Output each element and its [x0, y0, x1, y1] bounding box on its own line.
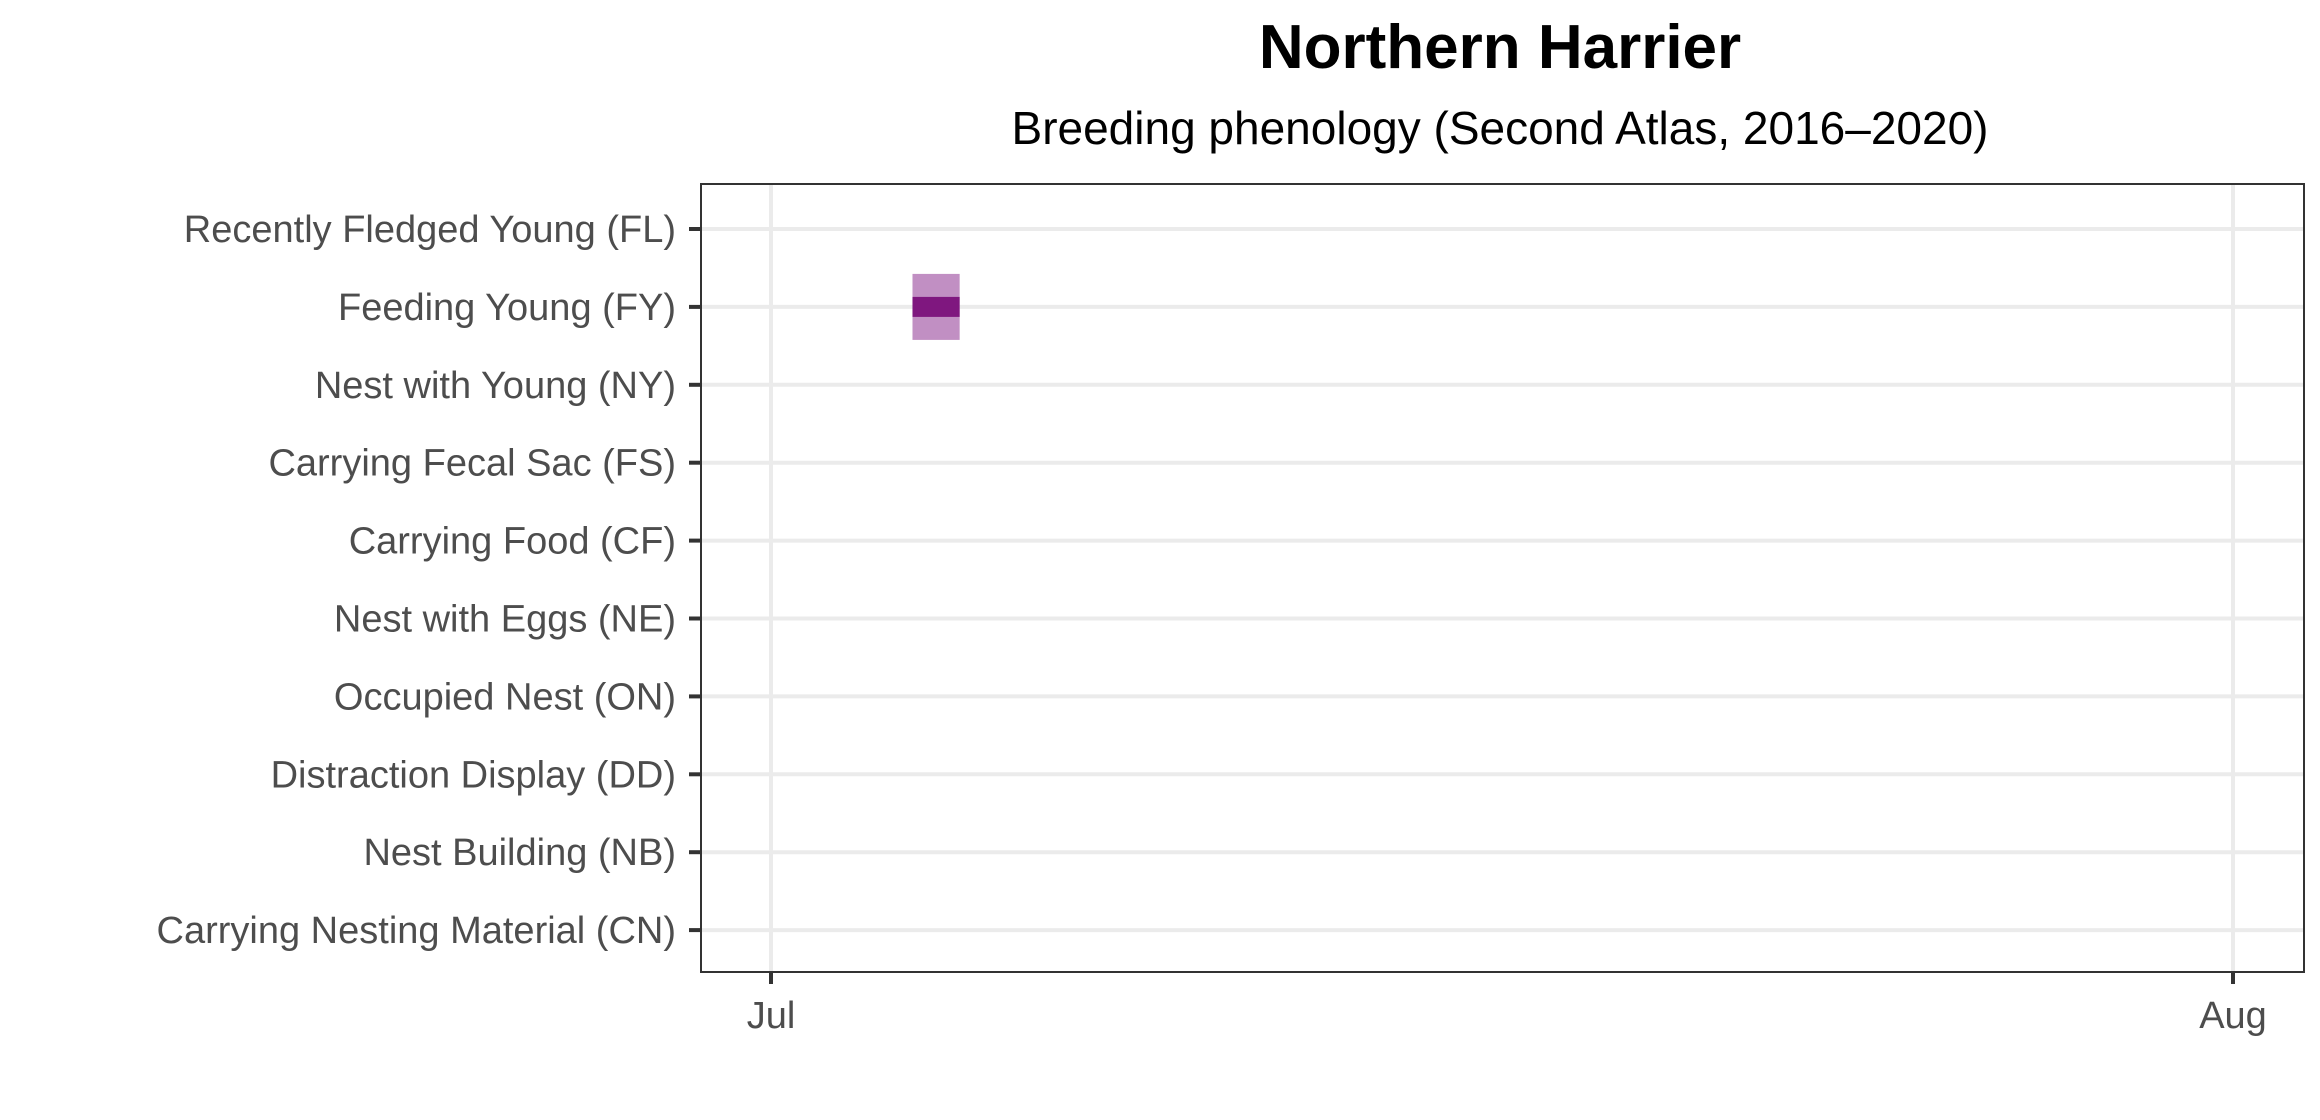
x-tick-label: Jul: [747, 995, 796, 1037]
y-tick-label: Recently Fledged Young (FL): [184, 209, 676, 251]
y-tick-label: Carrying Nesting Material (CN): [157, 910, 676, 952]
y-tick-label: Nest with Eggs (NE): [334, 599, 676, 641]
y-tick-label: Nest with Young (NY): [315, 365, 676, 407]
observation-core-bar: [912, 296, 960, 317]
chart-subtitle: Breeding phenology (Second Atlas, 2016–2…: [1012, 102, 1989, 154]
y-tick-label: Distraction Display (DD): [271, 754, 676, 796]
panel-border: [700, 183, 2305, 973]
x-tick-label: Aug: [2199, 995, 2267, 1037]
y-tick-label: Occupied Nest (ON): [334, 676, 676, 718]
observation-marks: [912, 273, 960, 340]
y-tick-label: Nest Building (NB): [363, 832, 676, 874]
y-tick-label: Carrying Food (CF): [349, 521, 676, 563]
y-axis: Recently Fledged Young (FL) Feeding Young…: [157, 209, 701, 952]
y-tick-label: Carrying Fecal Sac (FS): [268, 443, 676, 485]
grid-lines: [701, 184, 2304, 972]
chart-title: Northern Harrier: [1259, 13, 1741, 82]
y-tick-label: Feeding Young (FY): [338, 287, 676, 329]
x-axis: Jul Aug: [747, 972, 2267, 1037]
